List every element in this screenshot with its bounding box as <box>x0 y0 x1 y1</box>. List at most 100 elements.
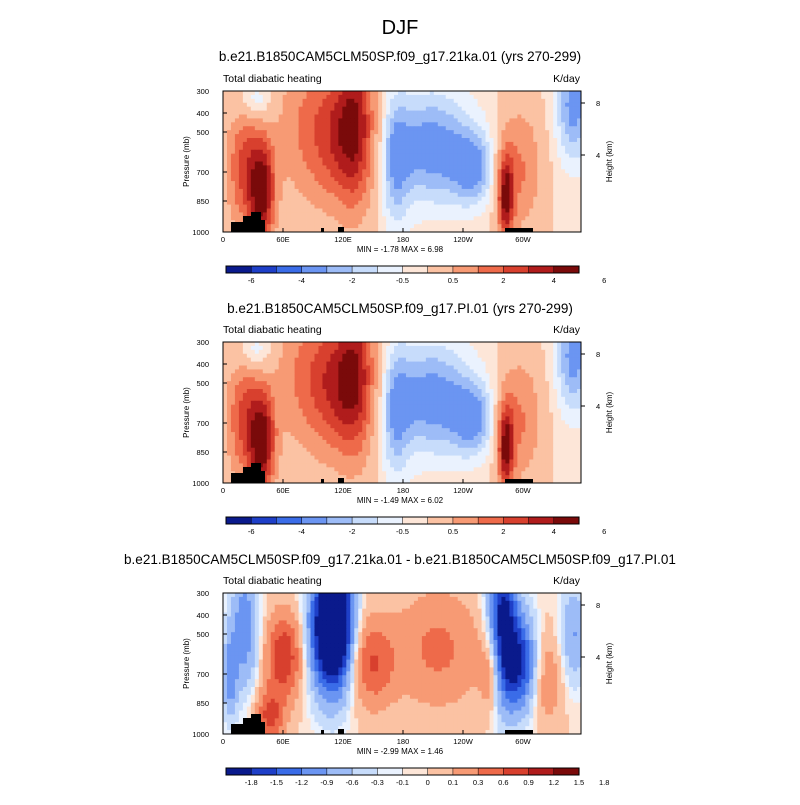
heatmap-cell <box>454 99 458 103</box>
heatmap-cell <box>569 177 573 181</box>
heatmap-cell <box>267 115 271 119</box>
heatmap-cell <box>283 181 287 185</box>
heatmap-cell <box>438 185 442 189</box>
heatmap-cell <box>275 373 279 377</box>
colorbar-swatch <box>377 266 403 273</box>
heatmap-cell <box>430 350 434 354</box>
heatmap-cell <box>275 393 279 397</box>
heatmap-cell <box>275 154 279 158</box>
heatmap-cell <box>442 354 446 358</box>
heatmap-cell <box>430 342 434 346</box>
heatmap-cell <box>247 95 251 99</box>
heatmap-cell <box>553 350 557 354</box>
heatmap-cell <box>493 409 497 413</box>
heatmap-cell <box>501 150 505 154</box>
heatmap-cell <box>358 91 362 95</box>
heatmap-cell <box>402 189 406 193</box>
heatmap-cell <box>326 158 330 162</box>
heatmap-cell <box>513 126 517 130</box>
heatmap-cell <box>378 185 382 189</box>
heatmap-cell <box>406 115 410 119</box>
heatmap-cell <box>267 373 271 377</box>
heatmap-cell <box>346 95 350 99</box>
heatmap-cell <box>470 350 474 354</box>
heatmap-cell <box>346 381 350 385</box>
heatmap-cell <box>398 185 402 189</box>
heatmap-cell <box>378 224 382 228</box>
heatmap-cell <box>565 362 569 366</box>
heatmap-cell <box>565 158 569 162</box>
heatmap-cell <box>255 377 259 381</box>
heatmap-cell <box>541 350 545 354</box>
heatmap-cell <box>553 358 557 362</box>
heatmap-cell <box>362 134 366 138</box>
heatmap-cell <box>334 130 338 134</box>
heatmap-cell <box>410 385 414 389</box>
heatmap-cell <box>235 118 239 122</box>
heatmap-cell <box>382 189 386 193</box>
heatmap-cell <box>334 138 338 142</box>
heatmap-cell <box>549 158 553 162</box>
heatmap-cell <box>406 354 410 358</box>
heatmap-cell <box>501 350 505 354</box>
heatmap-cell <box>299 165 303 169</box>
heatmap-cell <box>303 173 307 177</box>
heatmap-cell <box>255 409 259 413</box>
heatmap-cell <box>243 158 247 162</box>
heatmap-cell <box>322 377 326 381</box>
heatmap-cell <box>259 185 263 189</box>
heatmap-cell <box>493 95 497 99</box>
heatmap-cell <box>394 134 398 138</box>
heatmap-cell <box>505 342 509 346</box>
heatmap-cell <box>223 103 227 107</box>
heatmap-cell <box>263 154 267 158</box>
heatmap-cell <box>470 197 474 201</box>
heatmap-cell <box>561 397 565 401</box>
heatmap-cell <box>354 369 358 373</box>
heatmap-cell <box>517 126 521 130</box>
heatmap-cell <box>517 99 521 103</box>
heatmap-cell <box>394 91 398 95</box>
heatmap-cell <box>490 99 494 103</box>
heatmap-cell <box>366 401 370 405</box>
heatmap-cell <box>537 185 541 189</box>
heatmap-cell <box>549 220 553 224</box>
heatmap-cell <box>390 366 394 370</box>
heatmap-cell <box>450 158 454 162</box>
heatmap-cell <box>521 197 525 201</box>
heatmap-cell <box>497 126 501 130</box>
heatmap-cell <box>493 142 497 146</box>
heatmap-cell <box>243 95 247 99</box>
heatmap-cell <box>478 169 482 173</box>
heatmap-cell <box>410 99 414 103</box>
panels: b.e21.B1850CAM5CLM50SP.f09_g17.21ka.01 (… <box>124 49 676 787</box>
heatmap-cell <box>493 401 497 405</box>
heatmap-cell <box>565 397 569 401</box>
heatmap-cell <box>490 224 494 228</box>
heatmap-cell <box>410 393 414 397</box>
heatmap-cell <box>446 181 450 185</box>
heatmap-cell <box>382 91 386 95</box>
heatmap-cell <box>307 158 311 162</box>
heatmap-cell <box>378 197 382 201</box>
heatmap-cell <box>374 162 378 166</box>
heatmap-cell <box>458 377 462 381</box>
heatmap-cell <box>490 103 494 107</box>
heatmap-cell <box>299 158 303 162</box>
heatmap-cell <box>259 142 263 146</box>
heatmap-cell <box>573 373 577 377</box>
heatmap-cell <box>478 362 482 366</box>
heatmap-cell <box>509 350 513 354</box>
heatmap-cell <box>370 389 374 393</box>
heatmap-cell <box>466 346 470 350</box>
heatmap-cell <box>370 142 374 146</box>
heatmap-cell <box>287 181 291 185</box>
heatmap-cell <box>283 224 287 228</box>
heatmap-cell <box>470 162 474 166</box>
heatmap-cell <box>406 377 410 381</box>
heatmap-cell <box>505 385 509 389</box>
heatmap-cell <box>354 377 358 381</box>
heatmap-cell <box>330 413 334 417</box>
heatmap-cell <box>390 201 394 205</box>
heatmap-cell <box>243 134 247 138</box>
